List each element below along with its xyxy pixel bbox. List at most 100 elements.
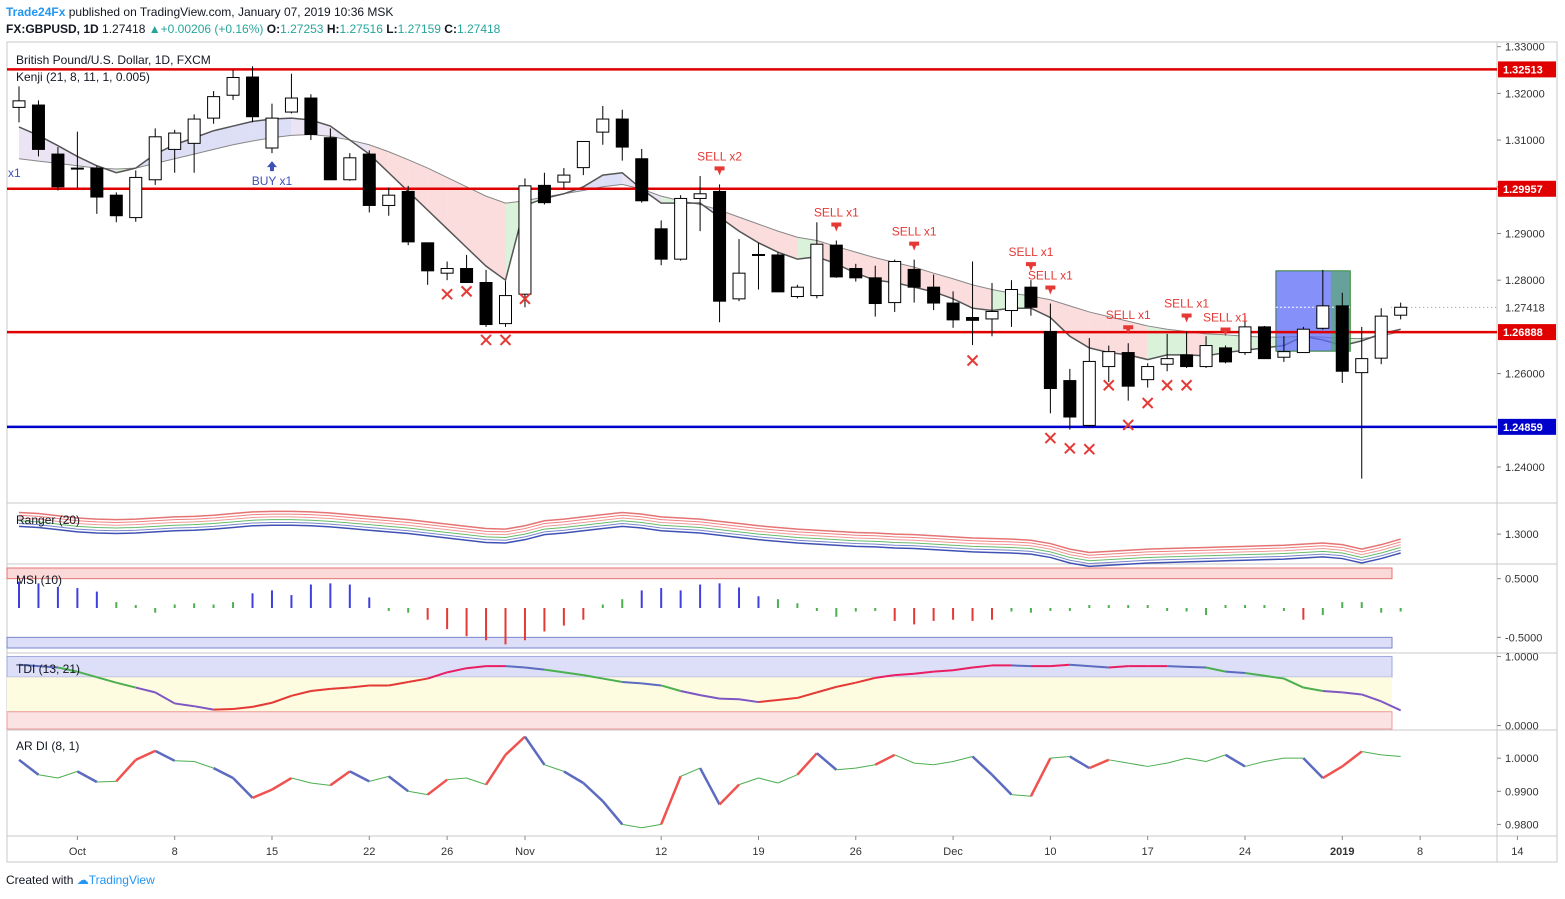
candle-body [576, 140, 590, 169]
ranger-pane[interactable]: 1.3000 [18, 510, 1539, 568]
tdi-line-segment [252, 701, 273, 708]
candle-body [751, 253, 765, 256]
ardi-line-segment [349, 770, 370, 783]
y-tick-label: 1.0000 [1505, 753, 1539, 765]
candle-body [1043, 331, 1057, 390]
ardi-line-segment [447, 777, 467, 781]
cross-marker [1180, 379, 1193, 391]
candle-body [888, 260, 902, 304]
cross-marker [460, 285, 473, 298]
candle-body [1102, 351, 1116, 368]
tdi-line-segment [933, 669, 954, 673]
ardi-line-segment [484, 754, 507, 786]
tdi-line-segment [524, 666, 545, 671]
tdi-pane[interactable]: 1.0000 0.0000 [6, 651, 1539, 733]
sell-arrow-icon [714, 166, 725, 176]
candle-body [732, 272, 746, 300]
x-tick-label: 17 [1142, 846, 1154, 858]
y-tick-label: 1.0000 [1505, 651, 1539, 663]
x-tick-label: 12 [655, 846, 667, 858]
symbol-label: FX:GBPUSD, 1D [6, 22, 99, 36]
ardi-line-segment [1341, 750, 1363, 768]
ardi-line-segment [426, 778, 448, 796]
tdi-line-segment [1186, 665, 1207, 669]
cross-marker [1064, 442, 1076, 455]
sell-signal-label: SELL x1 [1028, 269, 1073, 283]
ardi-title: AR DI (8, 1) [16, 739, 79, 753]
buy-signal-label: BUY x1 [252, 174, 293, 188]
y-tick-label: 0.0000 [1505, 721, 1539, 733]
candle-body [479, 282, 493, 326]
candle-body [1004, 289, 1018, 312]
tradingview-brand[interactable]: TradingView [88, 873, 155, 887]
tdi-line-segment [330, 686, 350, 690]
candle-body [537, 184, 551, 204]
candle-body [70, 167, 84, 170]
tdi-line-segment [680, 690, 701, 697]
publisher-name[interactable]: Trade24Fx [6, 5, 66, 19]
candle-body [168, 132, 182, 150]
price-pane[interactable]: 1.330001.320001.310001.300001.290001.280… [7, 42, 1556, 479]
tdi-line-segment [914, 670, 934, 675]
tdi-line-segment [408, 677, 428, 684]
tradingview-logo-icon[interactable]: ☁ [76, 873, 89, 887]
kenji-slow-line [18, 133, 1401, 340]
ardi-line-segment [836, 767, 856, 771]
tdi-line-segment [1011, 664, 1031, 668]
candle-body [615, 118, 629, 148]
pane-titles: British Pound/U.S. Dollar, 1D, FXCM Kenj… [16, 53, 211, 753]
kenji-cloud-segment [1108, 316, 1129, 355]
ardi-pane[interactable]: 1.0000 0.9900 0.9800 [18, 735, 1539, 832]
ardi-line-segment [408, 790, 428, 796]
candle-body [927, 286, 941, 304]
sell-signal-label: SELL x1 [1106, 308, 1151, 322]
ardi-line-segment [1381, 754, 1401, 757]
candle-body [304, 97, 318, 135]
ardi-line-segment [96, 780, 117, 783]
ardi-line-segment [523, 735, 546, 766]
ranger-band [18, 519, 1401, 562]
cross-marker [1122, 419, 1134, 431]
candle-body [460, 267, 474, 284]
candle-body [713, 190, 727, 302]
ardi-line-segment [57, 770, 78, 779]
tdi-line-segment [38, 665, 58, 669]
candle-body [90, 167, 104, 198]
tdi-line-segment [1050, 663, 1070, 668]
tdi-line-segment [563, 671, 584, 677]
y-tick-label: 1.24000 [1505, 462, 1545, 474]
candle-body [323, 137, 337, 181]
y-tick-label: 1.33000 [1505, 42, 1545, 54]
candle-body [1374, 315, 1388, 359]
tdi-title: TDI (13, 21) [16, 662, 80, 676]
publish-info: published on TradingView.com, January 07… [68, 5, 394, 19]
tdi-line-segment [972, 664, 993, 669]
kenji-cloud-segment [602, 172, 623, 187]
chart-header: Trade24Fx published on TradingView.com, … [6, 4, 500, 38]
ardi-line-segment [193, 760, 214, 769]
ranger-band [18, 510, 1401, 554]
sell-arrow-icon [1045, 285, 1056, 295]
y-tick-label: 1.3000 [1505, 529, 1539, 541]
level-tag [1498, 418, 1556, 435]
x-axis: Oct 8 15 22 26 Nov 12 19 26 Dec 10 17 24 2019 8 14 [69, 836, 1524, 858]
candle-body [1296, 328, 1310, 354]
tdi-line-segment [213, 707, 234, 711]
candle-body [1355, 358, 1369, 374]
tdi-line-segment [1303, 686, 1323, 692]
sell-arrow-icon [909, 241, 920, 251]
tdi-line-segment [875, 674, 895, 679]
ardi-line-segment [310, 782, 331, 786]
current-price-label: 1.27418 [1505, 302, 1545, 314]
msi-pane[interactable]: 0.5000 -0.5000 [6, 567, 1542, 649]
ardi-line-segment [1186, 757, 1207, 762]
x-tick-label: 22 [363, 846, 375, 858]
tdi-line-segment [855, 676, 876, 684]
y-tick-label: 1.31000 [1505, 135, 1545, 147]
y-tick-label: 1.26000 [1505, 369, 1545, 381]
candle-body [1238, 326, 1252, 354]
outer-frame [6, 41, 1558, 863]
tdi-line-segment [18, 663, 39, 668]
kenji-cloud-segment [447, 177, 467, 248]
